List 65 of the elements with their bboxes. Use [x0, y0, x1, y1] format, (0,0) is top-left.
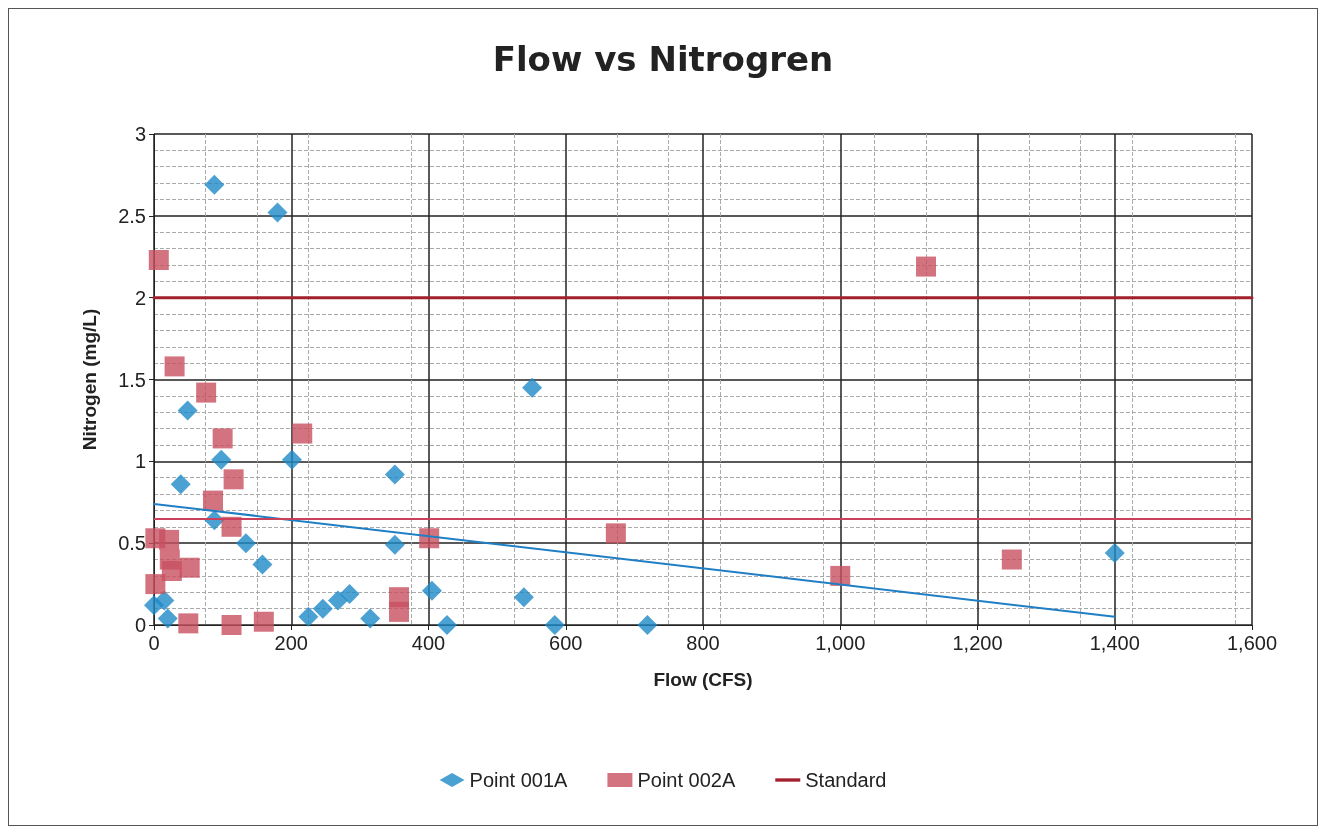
point — [605, 523, 626, 544]
legend-label: Standard — [805, 769, 887, 791]
point — [522, 377, 543, 398]
point — [544, 615, 565, 635]
point — [221, 615, 242, 635]
x-tick-label: 1,600 — [1226, 632, 1278, 654]
point — [252, 554, 273, 575]
y-tick-label: 2.5 — [118, 204, 146, 227]
point — [154, 590, 175, 611]
y-tick-label: 0.5 — [118, 532, 146, 555]
point — [235, 533, 256, 554]
point — [212, 428, 233, 449]
point — [221, 516, 242, 537]
point — [1001, 549, 1022, 570]
x-axis-title: Flow (CFS) — [653, 669, 753, 690]
point — [223, 469, 244, 490]
x-tick-label: 200 — [274, 632, 308, 654]
point — [281, 449, 302, 470]
y-tick-label: 2 — [134, 286, 146, 309]
point — [327, 590, 348, 611]
point — [312, 598, 333, 619]
point — [177, 400, 198, 421]
point — [157, 608, 178, 629]
point — [360, 608, 381, 629]
point — [148, 250, 169, 271]
point — [421, 580, 442, 601]
y-tick-label: 0 — [134, 614, 146, 636]
point — [253, 611, 274, 632]
x-tick-label: 600 — [549, 632, 583, 654]
point — [292, 423, 313, 444]
point — [170, 474, 191, 495]
x-tick-label: 1,400 — [1089, 632, 1140, 654]
point — [145, 574, 166, 595]
point — [637, 615, 658, 635]
point — [179, 557, 200, 578]
point — [437, 615, 458, 635]
point — [339, 583, 360, 604]
x-tick-label: 400 — [411, 632, 446, 654]
point — [298, 606, 319, 627]
point — [916, 256, 937, 277]
point — [388, 601, 409, 622]
x-tick-label: 0 — [148, 632, 160, 654]
legend-label: Point 002A — [637, 769, 736, 791]
y-tick-label: 3 — [134, 123, 146, 145]
point — [159, 529, 180, 550]
point — [178, 613, 199, 634]
point — [267, 202, 288, 223]
point — [196, 382, 217, 403]
point — [204, 174, 225, 195]
legend-label: Point 001A — [469, 769, 569, 791]
point — [384, 534, 405, 555]
point — [384, 464, 405, 485]
point — [203, 490, 224, 511]
chart-title: Flow vs Nitrogren — [492, 39, 834, 79]
y-axis-title: Nitrogen (mg/L) — [79, 308, 100, 451]
x-tick-label: 1,200 — [952, 632, 1003, 654]
x-tick-label: 800 — [686, 632, 720, 654]
x-tick-label: 1,000 — [815, 632, 866, 654]
y-tick-label: 1.5 — [118, 368, 146, 391]
point — [513, 587, 534, 608]
point — [1104, 542, 1125, 563]
point — [211, 449, 232, 470]
point — [164, 356, 185, 377]
y-tick-label: 1 — [134, 450, 146, 473]
point — [830, 565, 851, 586]
